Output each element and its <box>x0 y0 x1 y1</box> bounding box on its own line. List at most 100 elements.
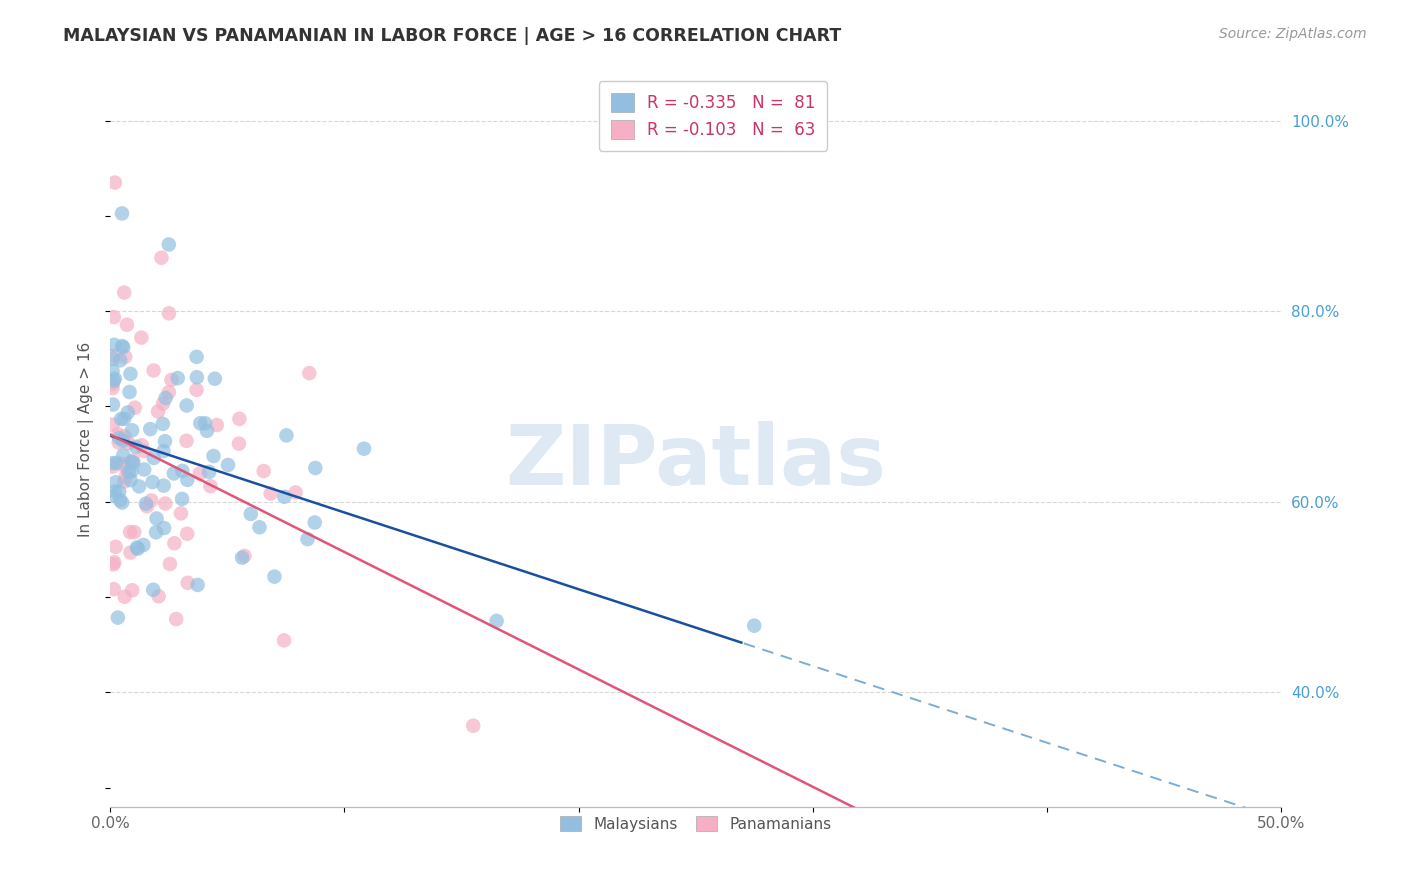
Point <box>117 405 139 419</box>
Point <box>115 318 138 332</box>
Point <box>134 462 156 476</box>
Point <box>233 549 256 563</box>
Point <box>101 351 124 366</box>
Point <box>120 545 142 559</box>
Point <box>157 306 180 320</box>
Point <box>135 497 157 511</box>
Point <box>200 479 222 493</box>
Point <box>152 396 174 410</box>
Point <box>485 614 508 628</box>
Point <box>172 464 194 478</box>
Point <box>157 237 180 252</box>
Point <box>111 457 134 471</box>
Point <box>150 251 173 265</box>
Point <box>104 372 127 386</box>
Point <box>148 589 170 603</box>
Point <box>145 525 167 540</box>
Point <box>217 458 239 472</box>
Point <box>176 399 198 413</box>
Point <box>112 285 135 300</box>
Point <box>132 444 155 458</box>
Point <box>298 366 321 380</box>
Point <box>120 524 142 539</box>
Point <box>186 383 208 397</box>
Point <box>112 340 135 354</box>
Point <box>101 489 124 503</box>
Point <box>112 411 135 425</box>
Point <box>176 526 198 541</box>
Point <box>103 310 125 324</box>
Point <box>111 434 134 448</box>
Point <box>152 478 174 492</box>
Text: ZIPatlas: ZIPatlas <box>505 421 886 502</box>
Point <box>121 464 143 478</box>
Point <box>105 456 128 470</box>
Point <box>104 540 127 554</box>
Point <box>152 444 174 458</box>
Point <box>142 450 165 465</box>
Point <box>101 459 124 474</box>
Text: Source: ZipAtlas.com: Source: ZipAtlas.com <box>1219 27 1367 41</box>
Point <box>176 473 198 487</box>
Point <box>141 493 163 508</box>
Point <box>165 612 187 626</box>
Point <box>132 538 155 552</box>
Point <box>231 550 253 565</box>
Point <box>101 381 124 395</box>
Point <box>195 424 218 438</box>
Point <box>108 353 131 368</box>
Point <box>239 507 262 521</box>
Point <box>108 493 131 508</box>
Point <box>198 465 221 479</box>
Point <box>742 618 765 632</box>
Point <box>202 449 225 463</box>
Point <box>163 467 186 481</box>
Point <box>103 555 125 569</box>
Point <box>107 610 129 624</box>
Point <box>110 412 132 426</box>
Point <box>101 349 124 363</box>
Point <box>127 541 149 556</box>
Point <box>125 541 148 555</box>
Point <box>170 507 193 521</box>
Point <box>176 434 198 448</box>
Point <box>186 350 208 364</box>
Point <box>122 456 145 470</box>
Point <box>142 363 165 377</box>
Text: MALAYSIAN VS PANAMANIAN IN LABOR FORCE | AGE > 16 CORRELATION CHART: MALAYSIAN VS PANAMANIAN IN LABOR FORCE |… <box>63 27 842 45</box>
Point <box>103 582 125 596</box>
Point <box>103 374 125 388</box>
Point <box>260 486 283 500</box>
Point <box>273 633 295 648</box>
Point <box>121 455 143 469</box>
Point <box>228 412 250 426</box>
Point <box>188 416 211 430</box>
Point <box>276 428 298 442</box>
Point <box>114 429 136 443</box>
Point <box>101 398 124 412</box>
Point <box>104 484 127 499</box>
Point <box>111 206 134 220</box>
Point <box>172 491 194 506</box>
Point <box>263 569 285 583</box>
Point <box>104 475 127 490</box>
Point <box>117 436 139 450</box>
Point <box>163 536 186 550</box>
Point <box>122 453 145 467</box>
Point <box>188 467 211 481</box>
Legend: Malaysians, Panamanians: Malaysians, Panamanians <box>553 808 839 839</box>
Point <box>141 475 163 489</box>
Point <box>118 465 141 479</box>
Point <box>112 448 135 462</box>
Point <box>146 404 169 418</box>
Point <box>153 434 176 449</box>
Point <box>125 440 148 454</box>
Y-axis label: In Labor Force | Age > 16: In Labor Force | Age > 16 <box>79 343 94 538</box>
Point <box>121 423 143 437</box>
Point <box>120 367 142 381</box>
Point <box>108 431 131 445</box>
Point <box>284 485 307 500</box>
Point <box>194 417 217 431</box>
Point <box>155 391 177 405</box>
Point <box>153 521 176 535</box>
